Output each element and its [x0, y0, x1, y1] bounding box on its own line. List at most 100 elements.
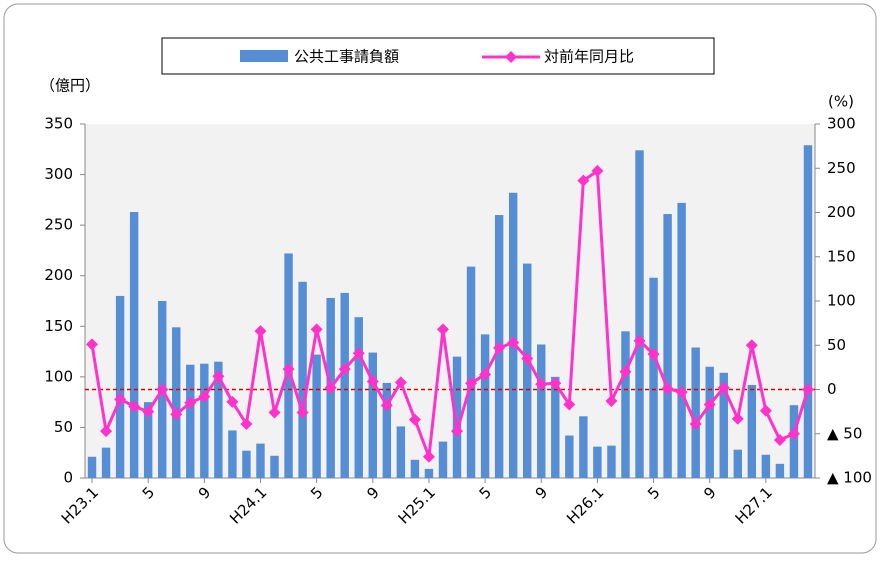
marker	[493, 341, 506, 354]
bar	[775, 463, 785, 478]
bar	[312, 354, 321, 478]
bar	[508, 192, 518, 478]
marker	[507, 336, 520, 349]
bar	[677, 202, 686, 479]
marker	[717, 381, 730, 394]
bar	[691, 347, 700, 478]
bar	[593, 446, 602, 478]
legend-label: 対前年同月比	[544, 48, 634, 66]
bar	[115, 295, 125, 478]
marker	[366, 375, 379, 388]
bar	[579, 416, 588, 478]
marker	[338, 363, 351, 376]
marker	[633, 334, 646, 347]
marker	[86, 338, 99, 351]
bar	[368, 352, 377, 478]
bar	[200, 363, 209, 478]
bar	[621, 331, 630, 478]
marker	[787, 427, 800, 440]
y-tick-label: 200	[44, 266, 73, 284]
marker	[549, 377, 562, 390]
marker	[198, 390, 211, 403]
marker	[759, 404, 772, 417]
marker	[114, 393, 127, 406]
marker	[465, 377, 478, 390]
marker	[296, 406, 309, 419]
bar	[410, 459, 420, 478]
legend-marker	[505, 51, 517, 63]
bar	[186, 364, 195, 478]
bar	[298, 281, 307, 478]
marker	[773, 433, 786, 446]
marker	[422, 450, 435, 463]
bar	[340, 292, 349, 478]
marker	[324, 381, 337, 394]
bar	[242, 450, 251, 478]
bar	[143, 402, 153, 478]
marker	[689, 418, 702, 431]
bar	[228, 430, 237, 478]
bar	[663, 214, 672, 478]
bar	[551, 376, 560, 478]
y2-tick-label: 50	[827, 336, 846, 354]
bar	[87, 456, 97, 478]
marker	[170, 408, 183, 421]
y2-tick-label: ▲ 100	[827, 469, 872, 487]
marker	[521, 352, 534, 365]
marker	[535, 378, 548, 391]
bar	[270, 455, 279, 478]
marker	[268, 406, 281, 419]
bar	[733, 449, 742, 478]
bar	[256, 443, 265, 478]
marker	[282, 363, 295, 376]
bar	[789, 405, 799, 478]
marker	[451, 425, 464, 438]
bar	[438, 441, 448, 478]
marker	[661, 382, 674, 395]
marker	[380, 399, 393, 412]
bar	[466, 266, 476, 478]
y-tick-label: 150	[44, 317, 73, 335]
bar	[705, 366, 714, 478]
bar	[607, 445, 616, 478]
y2-tick-label: 0	[827, 380, 837, 398]
bar	[747, 384, 757, 478]
marker	[184, 396, 197, 409]
y-tick-label: 250	[44, 216, 73, 234]
marker	[212, 370, 225, 383]
marker	[156, 383, 169, 396]
marker	[408, 413, 421, 426]
marker	[436, 323, 449, 336]
marker	[731, 412, 744, 425]
bar	[803, 145, 813, 479]
bar	[719, 372, 728, 478]
y2-tick-label: 100	[827, 292, 856, 310]
y2-tick-label: 250	[827, 159, 856, 177]
y-tick-label: 300	[44, 165, 73, 183]
bar	[565, 435, 574, 478]
marker	[801, 383, 814, 396]
marker	[128, 400, 141, 413]
bar	[424, 468, 434, 478]
marker	[394, 376, 407, 389]
marker	[240, 418, 253, 431]
bar	[214, 361, 223, 478]
marker	[479, 368, 492, 381]
legend-swatch	[240, 50, 288, 62]
marker	[703, 398, 716, 411]
bar	[452, 356, 462, 478]
marker	[577, 174, 590, 187]
bar	[523, 263, 532, 478]
bar	[354, 317, 363, 478]
bar	[172, 327, 181, 478]
bar	[761, 454, 771, 478]
y2-tick-label: ▲ 50	[827, 424, 862, 442]
y-axis-title: （億円）	[40, 77, 100, 95]
marker	[142, 405, 155, 418]
y2-tick-label: 200	[827, 203, 856, 221]
marker	[352, 347, 365, 360]
bar	[101, 447, 111, 478]
marker	[563, 398, 576, 411]
y-tick-label: 0	[63, 469, 73, 487]
y2-tick-label: 150	[827, 247, 856, 265]
